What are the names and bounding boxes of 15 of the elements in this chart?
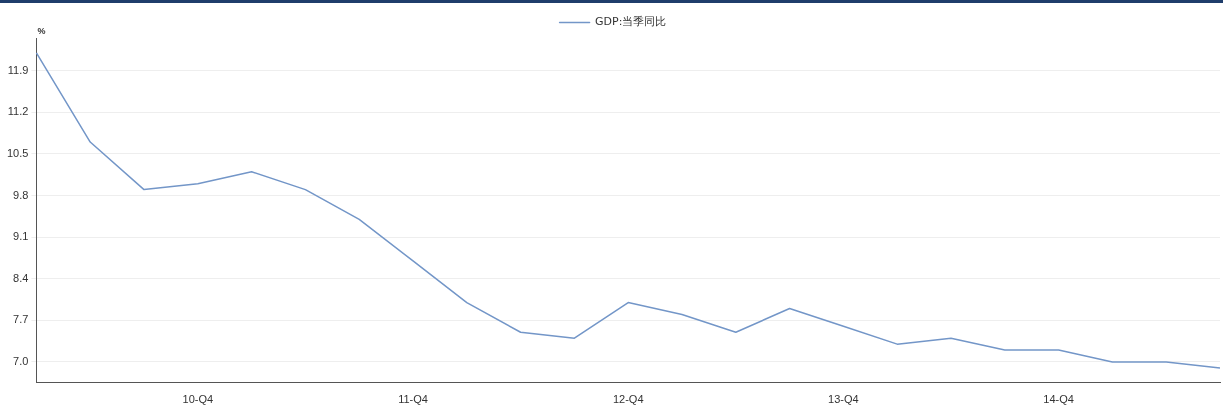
x-tick-label: 10-Q4 (182, 393, 214, 406)
x-tick-label: 12-Q4 (612, 393, 644, 406)
y-tick-label: 11.9 (7, 63, 29, 76)
legend-label: GDP:当季同比 (595, 15, 667, 29)
y-tick-label: 9.8 (13, 188, 29, 201)
x-tick-label: 11-Q4 (398, 393, 428, 406)
x-tick-label: 14-Q4 (1043, 393, 1074, 406)
y-tick-label: 7.7 (13, 313, 29, 326)
y-tick-label: 9.1 (13, 230, 29, 243)
y-tick-label: 8.4 (13, 271, 29, 284)
y-axis-title: % (37, 25, 46, 36)
x-tick-label: 13-Q4 (828, 393, 859, 406)
y-tick-label: 10.5 (6, 146, 29, 159)
y-tick-label: 11.2 (7, 105, 29, 118)
y-tick-label: 7.0 (13, 355, 29, 368)
